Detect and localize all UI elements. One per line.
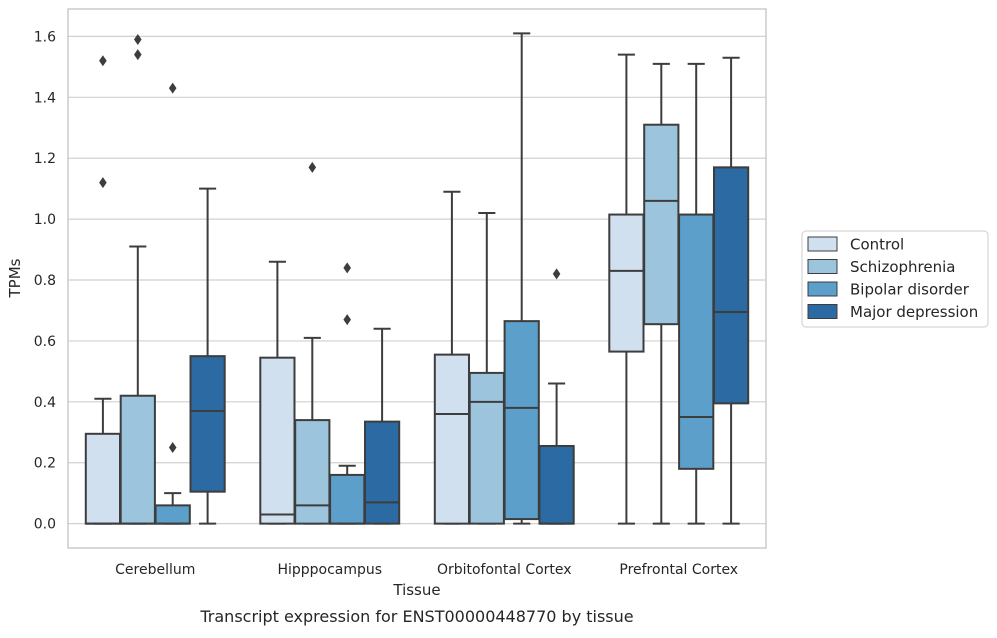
outlier-point xyxy=(99,55,107,67)
y-tick-label: 0.2 xyxy=(34,456,56,472)
legend-swatch xyxy=(807,259,838,274)
box-schizophrenia xyxy=(294,161,331,525)
legend: Control Schizophrenia Bipolar disorder Majo… xyxy=(801,230,989,328)
iqr-box xyxy=(643,123,680,326)
outlier-point xyxy=(552,268,561,280)
box-bipolar-disorder xyxy=(329,262,366,525)
box-series xyxy=(84,32,750,525)
iqr-box xyxy=(294,419,331,525)
legend-swatch xyxy=(807,281,838,297)
iqr-box xyxy=(608,213,645,353)
iqr-box xyxy=(468,371,505,525)
outlier-point xyxy=(134,49,142,61)
iqr-box xyxy=(329,473,366,525)
iqr-box xyxy=(189,355,226,493)
box-schizophrenia xyxy=(468,212,505,525)
y-tick-label: 1.6 xyxy=(34,29,56,45)
iqr-box xyxy=(503,320,540,521)
y-tick-labels: 0.0 0.2 0.4 0.6 0.8 1.0 1.2 1.4 1.6 xyxy=(34,29,56,532)
y-tick-label: 0.4 xyxy=(34,395,56,411)
x-axis-label: Tissue xyxy=(392,581,440,599)
legend-frame xyxy=(801,230,989,328)
y-tick-label: 0.6 xyxy=(34,334,56,350)
iqr-box xyxy=(119,394,156,525)
outlier-point xyxy=(99,177,107,189)
y-tick-label: 1.4 xyxy=(34,90,56,106)
outlier-point xyxy=(168,442,177,454)
y-tick-label: 1.0 xyxy=(34,212,56,228)
iqr-box xyxy=(363,420,401,525)
box-bipolar-disorder xyxy=(503,32,540,525)
outlier-point xyxy=(343,262,351,274)
y-tick-label: 0.0 xyxy=(34,517,56,533)
legend-label: Schizophrenia xyxy=(850,258,955,276)
iqr-box xyxy=(538,444,575,525)
box-schizophrenia xyxy=(119,33,156,525)
legend-swatch xyxy=(807,236,838,252)
outlier-point xyxy=(308,161,317,173)
plot-frame xyxy=(67,8,767,549)
iqr-box xyxy=(84,432,122,525)
box-control xyxy=(259,260,296,525)
y-tick-label: 0.8 xyxy=(34,273,56,289)
outlier-point xyxy=(168,82,177,94)
box-control xyxy=(608,53,645,525)
x-tick-label: Cerebellum xyxy=(115,562,195,578)
y-axis-label: TPMs xyxy=(6,258,24,298)
chart-caption: Transcript expression for ENST0000044877… xyxy=(199,607,633,626)
iqr-box xyxy=(678,213,715,470)
box-major-depression xyxy=(363,327,401,525)
box-major-depression xyxy=(538,268,575,525)
box-major-depression xyxy=(189,187,226,525)
y-tick-label: 1.2 xyxy=(34,151,56,167)
x-tick-labels: Cerebellum Hipppocampus Orbitofontal Corte… xyxy=(115,562,738,578)
box-bipolar-disorder xyxy=(678,62,715,525)
box-control xyxy=(433,190,471,525)
outlier-point xyxy=(343,314,351,326)
iqr-box xyxy=(154,504,191,525)
iqr-box xyxy=(259,356,296,525)
gridlines xyxy=(68,35,766,525)
legend-label: Control xyxy=(850,236,904,254)
box-control xyxy=(84,55,122,525)
legend-swatch xyxy=(807,304,838,319)
box-bipolar-disorder xyxy=(154,82,191,525)
legend-label: Major depression xyxy=(850,303,978,321)
iqr-box xyxy=(433,353,471,525)
legend-label: Bipolar disorder xyxy=(850,281,970,299)
box-major-depression xyxy=(712,56,750,525)
x-tick-label: Orbitofontal Cortex xyxy=(437,562,572,578)
x-tick-label: Hipppocampus xyxy=(277,562,382,578)
iqr-box xyxy=(712,166,750,405)
box-schizophrenia xyxy=(643,62,680,525)
outlier-point xyxy=(134,33,142,45)
x-tick-label: Prefrontal Cortex xyxy=(619,562,738,578)
